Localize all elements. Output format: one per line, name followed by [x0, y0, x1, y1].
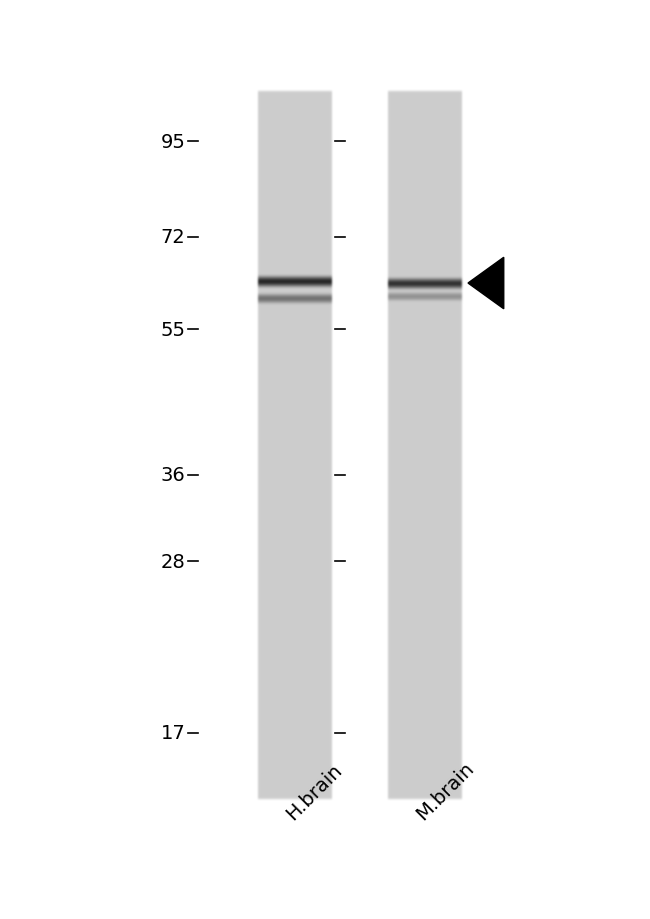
Text: 28: 28 [161, 552, 185, 571]
Text: 95: 95 [161, 132, 185, 152]
Text: 36: 36 [161, 466, 185, 485]
Polygon shape [468, 258, 504, 310]
Text: 72: 72 [161, 228, 185, 247]
Text: 55: 55 [161, 321, 185, 339]
Text: 17: 17 [161, 723, 185, 743]
Text: M.brain: M.brain [412, 757, 478, 823]
Text: H.brain: H.brain [282, 759, 346, 823]
